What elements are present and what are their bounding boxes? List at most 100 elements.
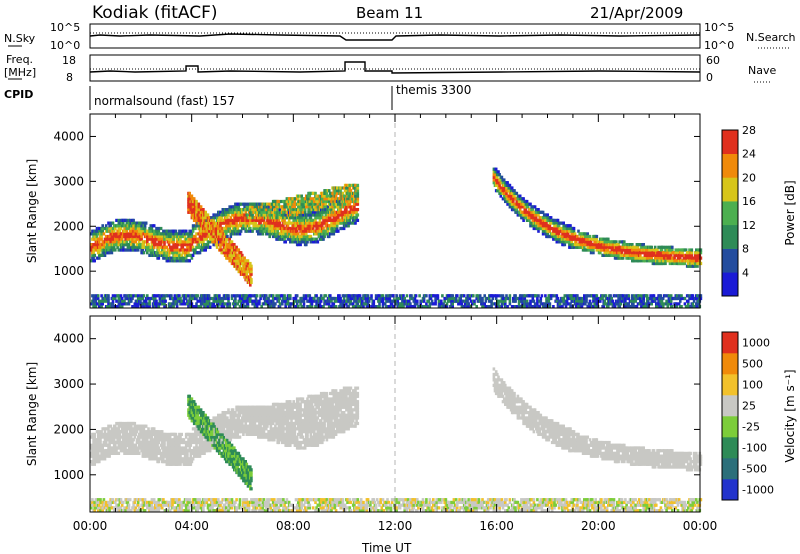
heatmap-cell bbox=[347, 296, 350, 301]
heatmap-cell bbox=[271, 299, 275, 303]
heatmap-cell bbox=[626, 305, 629, 309]
heatmap-cell bbox=[146, 240, 149, 244]
heatmap-cell bbox=[492, 178, 496, 182]
heatmap-cell bbox=[340, 226, 344, 231]
heatmap-cell bbox=[152, 253, 156, 257]
heatmap-cell bbox=[656, 248, 659, 252]
heatmap-cell bbox=[93, 294, 96, 298]
heatmap-cell bbox=[245, 272, 249, 276]
heatmap-cell bbox=[266, 299, 269, 303]
heatmap-cell bbox=[324, 202, 328, 206]
heatmap-cell bbox=[127, 237, 131, 241]
heatmap-cell bbox=[130, 294, 133, 298]
heatmap-cell bbox=[183, 253, 187, 257]
heatmap-cell bbox=[350, 197, 354, 201]
heatmap-cell bbox=[128, 240, 132, 244]
heatmap-cell bbox=[230, 256, 234, 260]
heatmap-cell bbox=[315, 237, 318, 241]
heatmap-cell bbox=[175, 302, 179, 306]
heatmap-cell bbox=[297, 305, 300, 309]
heatmap-cell bbox=[230, 224, 234, 228]
heatmap-cell bbox=[98, 226, 101, 231]
heatmap-cell bbox=[647, 299, 650, 303]
heatmap-cell bbox=[260, 305, 263, 309]
heatmap-cell bbox=[263, 299, 267, 303]
heatmap-cell bbox=[210, 221, 213, 225]
heatmap-cell bbox=[310, 305, 314, 309]
heatmap-cell bbox=[617, 302, 620, 306]
heatmap-cell bbox=[235, 245, 238, 249]
heatmap-cell bbox=[239, 224, 243, 228]
heatmap-cell bbox=[175, 256, 179, 260]
heatmap-cell bbox=[674, 248, 678, 252]
heatmap-cell bbox=[94, 237, 98, 241]
heatmap-cell bbox=[562, 226, 565, 231]
heatmap-cell bbox=[374, 294, 378, 298]
heatmap-cell bbox=[581, 240, 585, 244]
heatmap-cell bbox=[554, 221, 557, 225]
heatmap-cell bbox=[552, 237, 555, 241]
heatmap-cell bbox=[178, 294, 181, 298]
heatmap-cell bbox=[374, 296, 378, 301]
cpid-mode-1: themis 3300 bbox=[396, 83, 471, 97]
heatmap-cell bbox=[378, 302, 381, 306]
heatmap-cell bbox=[205, 299, 209, 303]
heatmap-cell bbox=[178, 251, 181, 255]
heatmap-cell bbox=[187, 199, 190, 204]
heatmap-cell bbox=[106, 243, 109, 247]
heatmap-cell bbox=[132, 226, 135, 231]
heatmap-cell bbox=[347, 305, 350, 309]
heatmap-cell bbox=[189, 299, 193, 303]
heatmap-cell bbox=[238, 264, 242, 268]
heatmap-cell bbox=[119, 226, 123, 231]
heatmap-cell bbox=[142, 251, 146, 255]
heatmap-cell bbox=[664, 261, 667, 266]
heatmap-cell bbox=[497, 170, 500, 174]
heatmap-cell bbox=[181, 234, 185, 239]
heatmap-cell bbox=[548, 224, 552, 228]
heatmap-cell bbox=[342, 186, 346, 190]
heatmap-cell bbox=[156, 232, 159, 236]
heatmap-cell bbox=[260, 224, 263, 228]
heatmap-cell bbox=[155, 305, 158, 309]
heatmap-cell bbox=[348, 221, 352, 225]
heatmap-cell bbox=[589, 302, 593, 306]
heatmap-cell bbox=[235, 216, 238, 220]
heatmap-cell bbox=[391, 299, 395, 303]
heatmap-cell bbox=[230, 296, 234, 301]
heatmap-cell bbox=[358, 294, 362, 298]
heatmap-cell bbox=[227, 299, 230, 303]
heatmap-cell bbox=[640, 302, 643, 306]
heatmap-cell bbox=[262, 202, 266, 206]
heatmap-cell bbox=[623, 240, 626, 244]
heatmap-cell bbox=[120, 237, 124, 241]
heatmap-cell bbox=[227, 256, 230, 260]
heatmap-cell bbox=[356, 208, 360, 212]
heatmap-cell bbox=[308, 194, 312, 198]
heatmap-cell bbox=[99, 243, 102, 247]
heatmap-cell bbox=[645, 253, 649, 257]
heatmap-cell bbox=[283, 218, 286, 222]
heatmap-cell bbox=[325, 302, 329, 306]
heatmap-cell bbox=[283, 299, 286, 303]
heatmap-cell bbox=[583, 245, 586, 249]
heatmap-cell bbox=[284, 296, 287, 301]
heatmap-cell bbox=[607, 251, 610, 255]
heatmap-cell bbox=[271, 234, 275, 239]
heatmap-cell bbox=[283, 202, 286, 206]
heatmap-cell bbox=[517, 302, 521, 306]
heatmap-cell bbox=[498, 173, 501, 177]
heatmap-cell bbox=[496, 183, 499, 187]
heatmap-cell bbox=[183, 302, 187, 306]
heatmap-cell bbox=[255, 294, 259, 298]
heatmap-cell bbox=[120, 224, 124, 228]
heatmap-cell bbox=[493, 173, 497, 177]
heatmap-cell bbox=[584, 232, 587, 236]
heatmap-cell bbox=[136, 248, 140, 252]
heatmap-cell bbox=[179, 296, 182, 301]
heatmap-cell bbox=[143, 226, 147, 231]
heatmap-cell bbox=[451, 305, 454, 309]
heatmap-cell bbox=[355, 216, 358, 220]
heatmap-cell bbox=[100, 232, 103, 236]
heatmap-cell bbox=[538, 224, 541, 228]
